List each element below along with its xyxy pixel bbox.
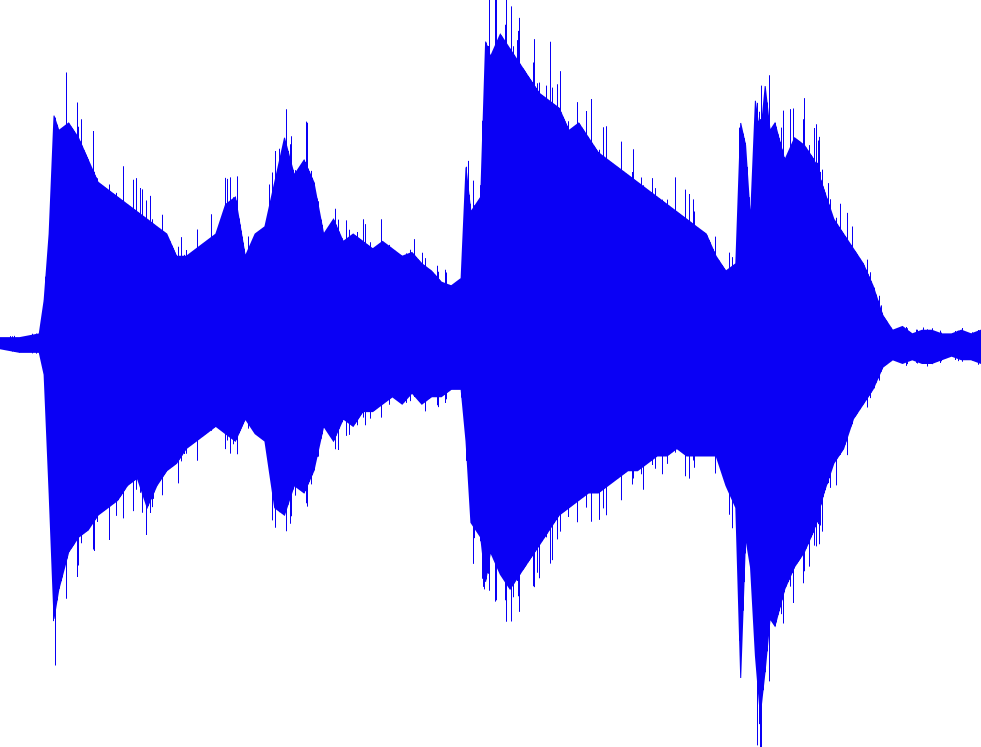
waveform-layer [0,0,981,747]
waveform-chart [0,0,981,747]
waveform-samples [0,0,981,747]
